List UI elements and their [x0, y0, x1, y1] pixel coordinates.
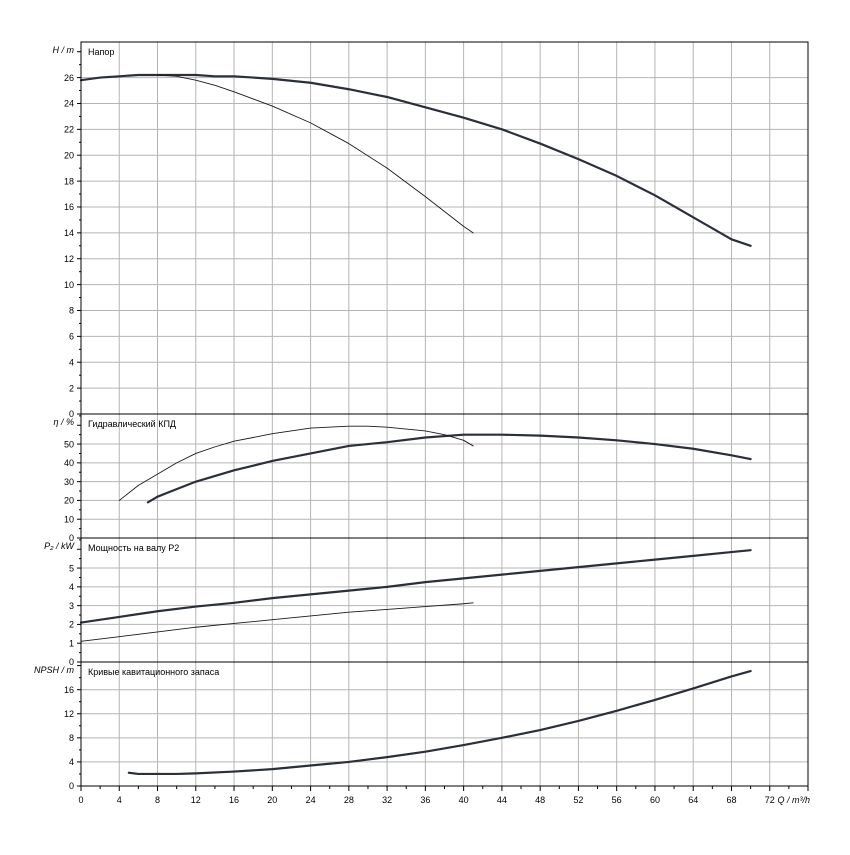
- x-tick-label: 36: [420, 795, 430, 805]
- y-tick-label: 1: [69, 638, 74, 648]
- efficiency-panel-title: Гидравлический КПД: [88, 419, 176, 429]
- y-tick-label: 16: [64, 202, 74, 212]
- efficiency-curve-main: [146, 433, 752, 504]
- y-tick-label: 10: [64, 514, 74, 524]
- y-tick-label: 24: [64, 99, 74, 109]
- y-tick-label: 14: [64, 228, 74, 238]
- npsh-panel-title: Кривые кавитационного запаса: [88, 667, 219, 677]
- y-tick-label: 5: [69, 563, 74, 573]
- y-tick-label: 3: [69, 601, 74, 611]
- y-tick-label: 0: [69, 781, 74, 791]
- x-tick-label: 48: [535, 795, 545, 805]
- power-curve-main: [79, 549, 752, 624]
- x-tick-label: 16: [229, 795, 239, 805]
- y-tick-label: 12: [64, 709, 74, 719]
- y-tick-label: 2: [69, 620, 74, 630]
- x-tick-label: 0: [78, 795, 83, 805]
- y-tick-label: 40: [64, 458, 74, 468]
- y-tick-label: 2: [69, 383, 74, 393]
- x-tick-label: 44: [497, 795, 507, 805]
- x-tick-label: 32: [382, 795, 392, 805]
- x-tick-label: 20: [267, 795, 277, 805]
- x-tick-label: 52: [573, 795, 583, 805]
- x-axis-label: Q / m³/h: [777, 795, 810, 805]
- y-tick-label: 10: [64, 280, 74, 290]
- x-tick-label: 40: [459, 795, 469, 805]
- npsh-curve-main: [127, 669, 752, 776]
- y-tick-label: 20: [64, 150, 74, 160]
- x-tick-label: 8: [155, 795, 160, 805]
- x-tick-label: 72: [765, 795, 775, 805]
- head-y-axis-label: H / m: [53, 45, 75, 55]
- y-tick-label: 0: [69, 533, 74, 543]
- x-tick-label: 56: [612, 795, 622, 805]
- y-tick-label: 16: [64, 685, 74, 695]
- y-tick-label: 8: [69, 306, 74, 316]
- y-tick-label: 4: [69, 757, 74, 767]
- y-tick-label: 50: [64, 439, 74, 449]
- x-tick-label: 28: [344, 795, 354, 805]
- y-tick-label: 20: [64, 496, 74, 506]
- y-tick-label: 6: [69, 332, 74, 342]
- x-tick-label: 60: [650, 795, 660, 805]
- power-panel-title: Мощность на валу P2: [88, 543, 179, 553]
- efficiency-curve-reduced: [118, 425, 474, 501]
- y-tick-label: 30: [64, 477, 74, 487]
- y-tick-label: 22: [64, 125, 74, 135]
- head-curve-main: [79, 73, 752, 247]
- power-curve-reduced: [80, 602, 474, 642]
- y-tick-label: 26: [64, 73, 74, 83]
- y-tick-label: 4: [69, 357, 74, 367]
- x-tick-label: 68: [726, 795, 736, 805]
- x-tick-label: 12: [191, 795, 201, 805]
- x-tick-label: 4: [117, 795, 122, 805]
- x-tick-label: 24: [306, 795, 316, 805]
- x-tick-label: 64: [688, 795, 698, 805]
- npsh-y-axis-label: NPSH / m: [34, 665, 75, 675]
- y-tick-label: 18: [64, 176, 74, 186]
- power-y-axis-label: P₂ / kW: [44, 541, 75, 551]
- y-tick-label: 8: [69, 733, 74, 743]
- efficiency-y-axis-label: η / %: [53, 417, 74, 427]
- y-tick-label: 12: [64, 254, 74, 264]
- y-tick-label: 0: [69, 657, 74, 667]
- y-tick-label: 4: [69, 582, 74, 592]
- y-tick-label: 0: [69, 409, 74, 419]
- head-panel-title: Напор: [88, 47, 114, 57]
- head-curve-reduced: [157, 74, 474, 234]
